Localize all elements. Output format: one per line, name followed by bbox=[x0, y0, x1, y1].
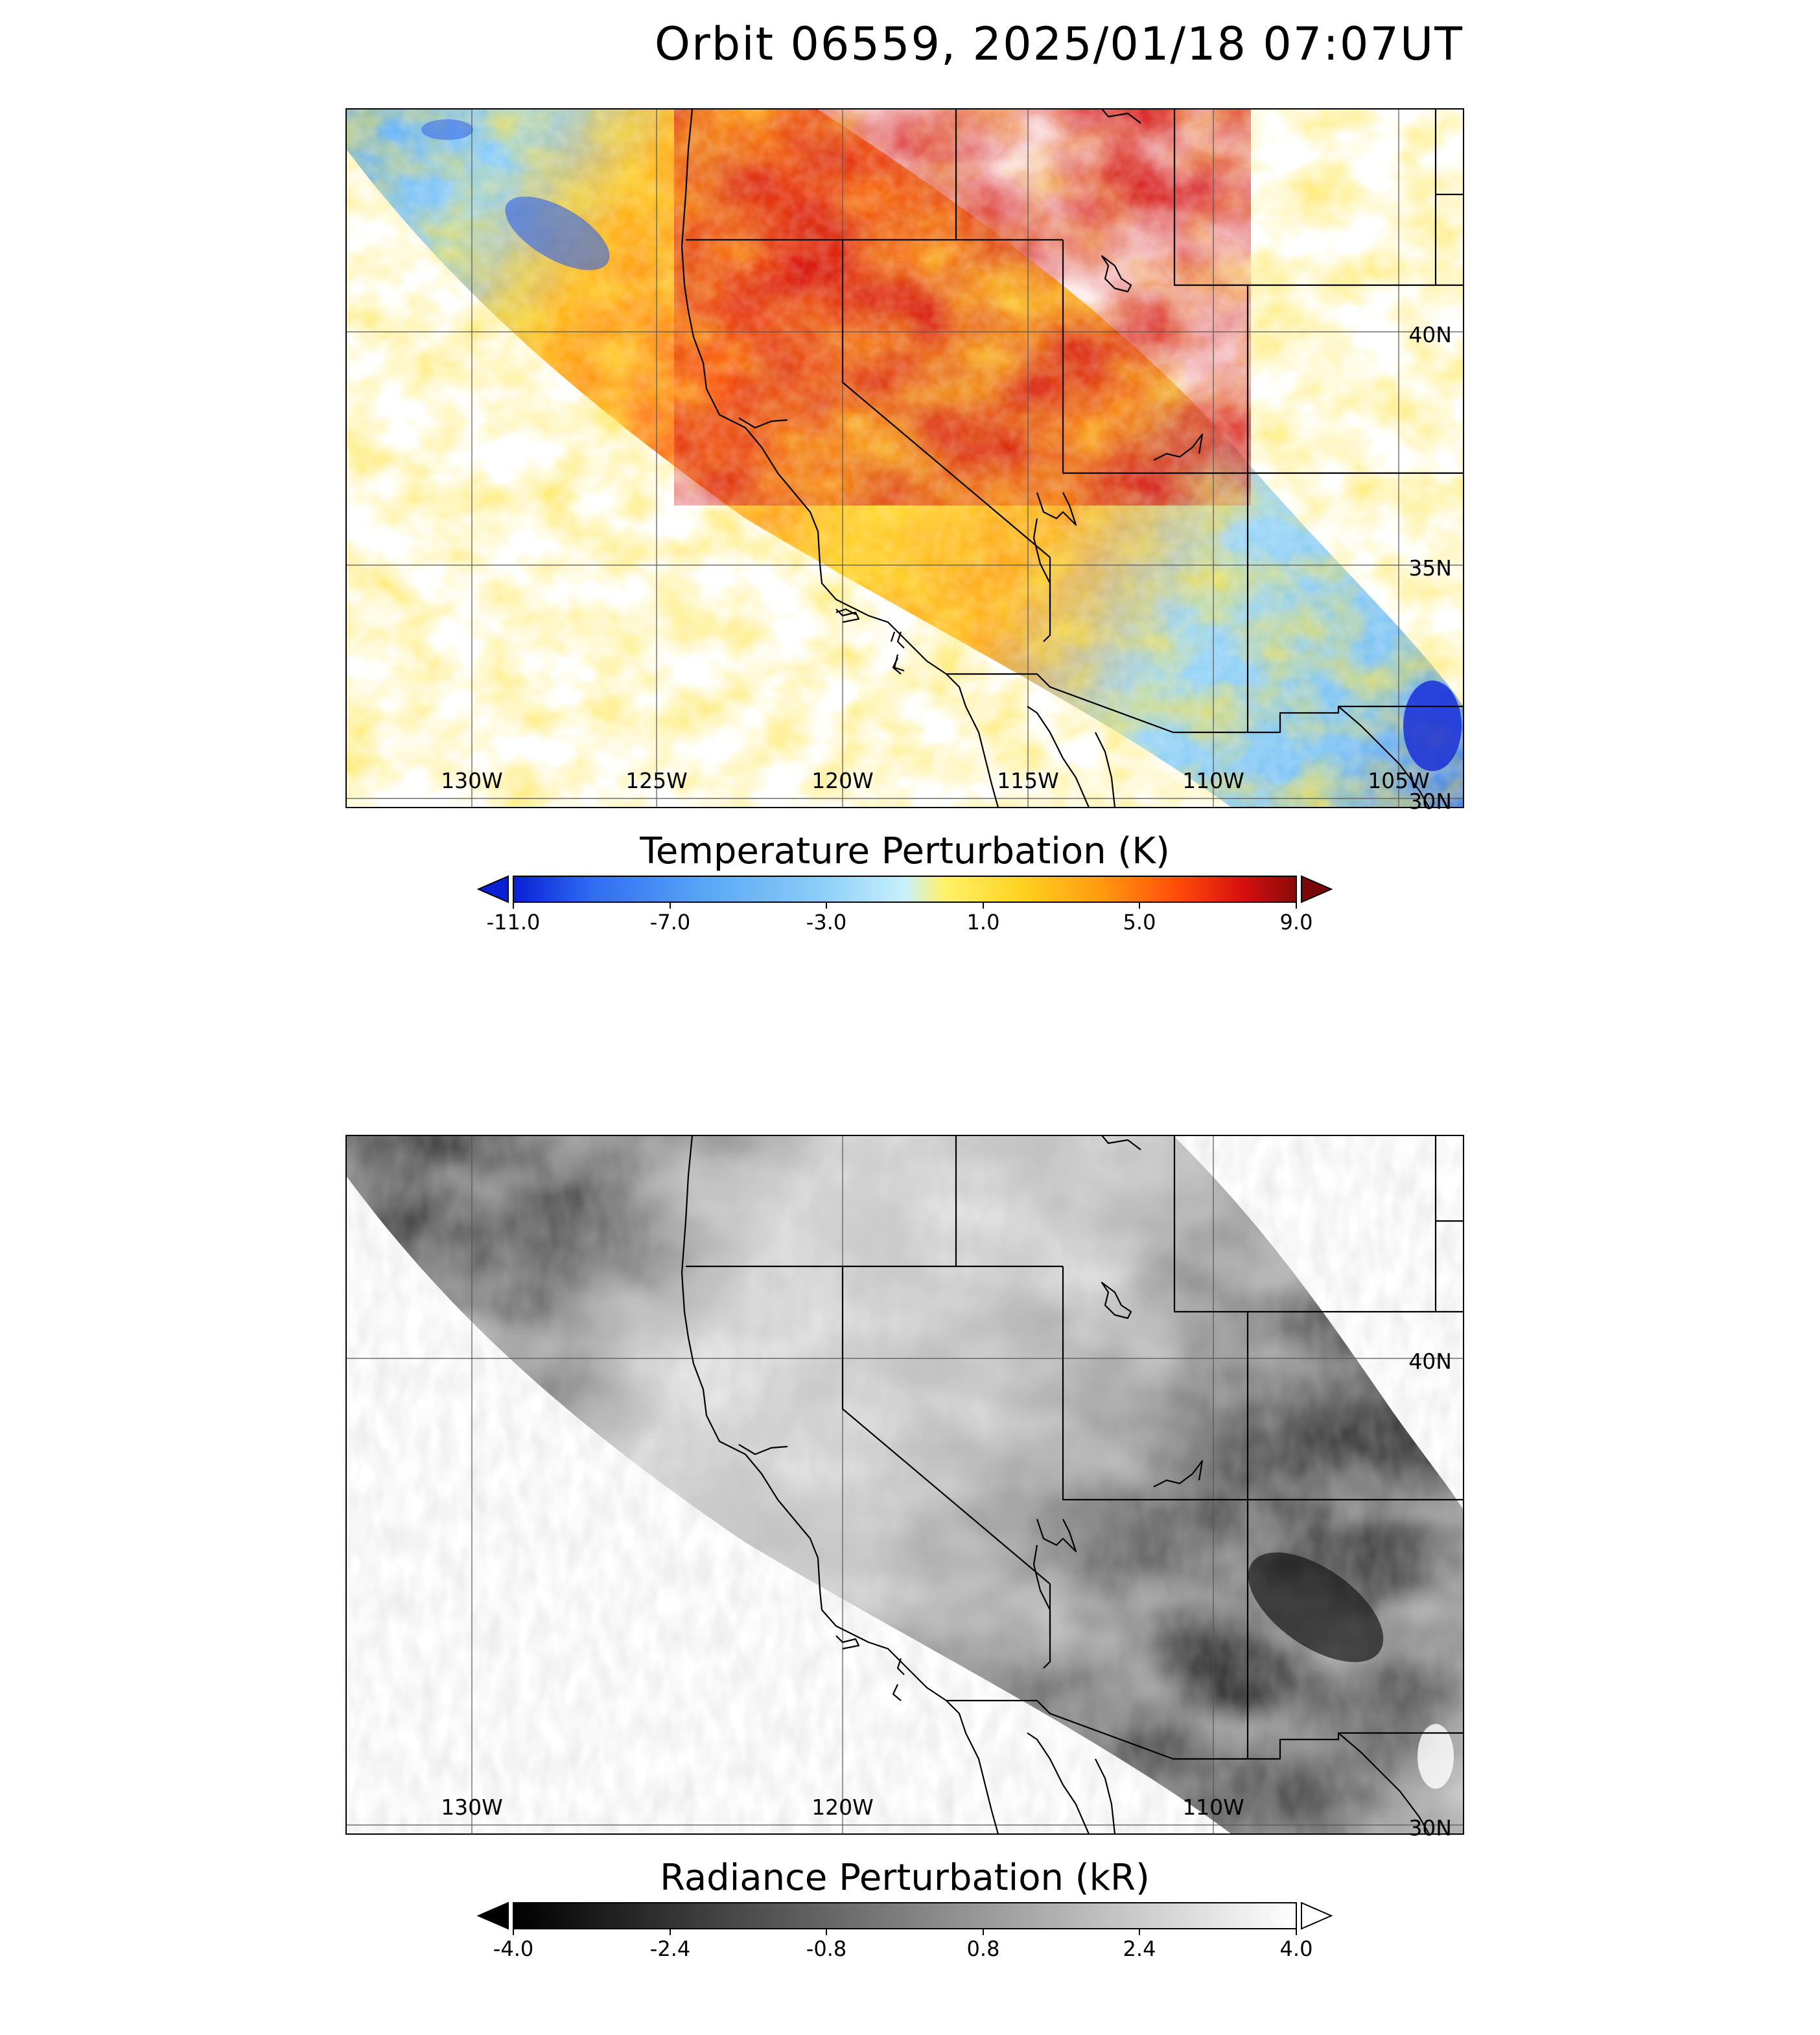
colorbar-over-arrow bbox=[1301, 1901, 1333, 1930]
colorbar-tick-label: 1.0 bbox=[967, 910, 1000, 935]
coastline-and-borders bbox=[681, 1135, 1464, 1834]
dark-anomaly-southeast bbox=[1248, 1552, 1384, 1662]
lat-tick-label: 30N bbox=[1408, 789, 1452, 814]
graticule bbox=[346, 109, 1464, 808]
temperature-lat-tick-labels: 40N 35N 30N bbox=[1408, 322, 1452, 814]
lon-tick-label: 115W bbox=[997, 768, 1059, 793]
lon-tick-label: 125W bbox=[625, 768, 688, 793]
colorbar-tick-label: 9.0 bbox=[1280, 910, 1313, 935]
temperature-colorbar-gradient bbox=[513, 876, 1297, 903]
colorbar-tick-label: 2.4 bbox=[1123, 1936, 1156, 1961]
colorbar-tick-label: 4.0 bbox=[1280, 1936, 1313, 1961]
colorbar-tick-label: -4.0 bbox=[493, 1936, 533, 1961]
lon-tick-label: 120W bbox=[811, 1795, 874, 1820]
lon-tick-label: 130W bbox=[441, 1795, 503, 1820]
colorbar-under-arrow bbox=[476, 875, 509, 903]
colorbar-over-arrow bbox=[1301, 875, 1333, 903]
temperature-colorbar: Temperature Perturbation (K) -11.0 -7.0 … bbox=[476, 830, 1333, 935]
temperature-colorbar-label: Temperature Perturbation (K) bbox=[639, 830, 1170, 872]
lat-tick-label: 40N bbox=[1408, 322, 1452, 347]
lon-tick-label: 110W bbox=[1182, 1795, 1244, 1820]
temperature-map-panel: 130W 125W 120W 115W 110W 105W 40N 35N 30… bbox=[345, 108, 1464, 814]
colorbar-tick-label: 5.0 bbox=[1123, 910, 1156, 935]
temperature-lon-tick-labels: 130W 125W 120W 115W 110W 105W bbox=[441, 768, 1430, 793]
radiance-map-panel: 130W 120W 110W 40N 30N bbox=[345, 1135, 1464, 1841]
colorbar-tick-label: -7.0 bbox=[650, 910, 690, 935]
lon-tick-label: 120W bbox=[811, 768, 874, 793]
colorbar-tick-label: -11.0 bbox=[487, 910, 541, 935]
lon-tick-label: 105W bbox=[1368, 768, 1430, 793]
colorbar-tick-label: -3.0 bbox=[806, 910, 846, 935]
radiance-lat-tick-labels: 40N 30N bbox=[1408, 1349, 1452, 1841]
lat-tick-label: 40N bbox=[1408, 1349, 1452, 1374]
cold-anomaly-southeast bbox=[1403, 680, 1462, 771]
figure-title: Orbit 06559, 2025/01/18 07:07UT bbox=[655, 17, 1464, 71]
colorbar-tick-label: 0.8 bbox=[967, 1936, 1000, 1961]
colorbar-tick-label: -0.8 bbox=[806, 1936, 846, 1961]
colorbar-under-arrow bbox=[476, 1901, 509, 1930]
coastline-and-borders bbox=[681, 109, 1464, 808]
lat-tick-label: 30N bbox=[1408, 1815, 1452, 1841]
lon-tick-label: 110W bbox=[1182, 768, 1244, 793]
bright-anomaly-southeast bbox=[1418, 1724, 1454, 1789]
lat-tick-label: 35N bbox=[1408, 555, 1452, 581]
radiance-lon-tick-labels: 130W 120W 110W bbox=[441, 1795, 1244, 1820]
radiance-colorbar-gradient bbox=[513, 1902, 1297, 1929]
lon-tick-label: 130W bbox=[441, 768, 503, 793]
graticule bbox=[346, 1135, 1464, 1834]
radiance-colorbar-label: Radiance Perturbation (kR) bbox=[660, 1857, 1150, 1899]
colorbar-tick-label: -2.4 bbox=[650, 1936, 690, 1961]
radiance-colorbar: Radiance Perturbation (kR) -4.0 -2.4 -0.… bbox=[476, 1857, 1333, 1961]
